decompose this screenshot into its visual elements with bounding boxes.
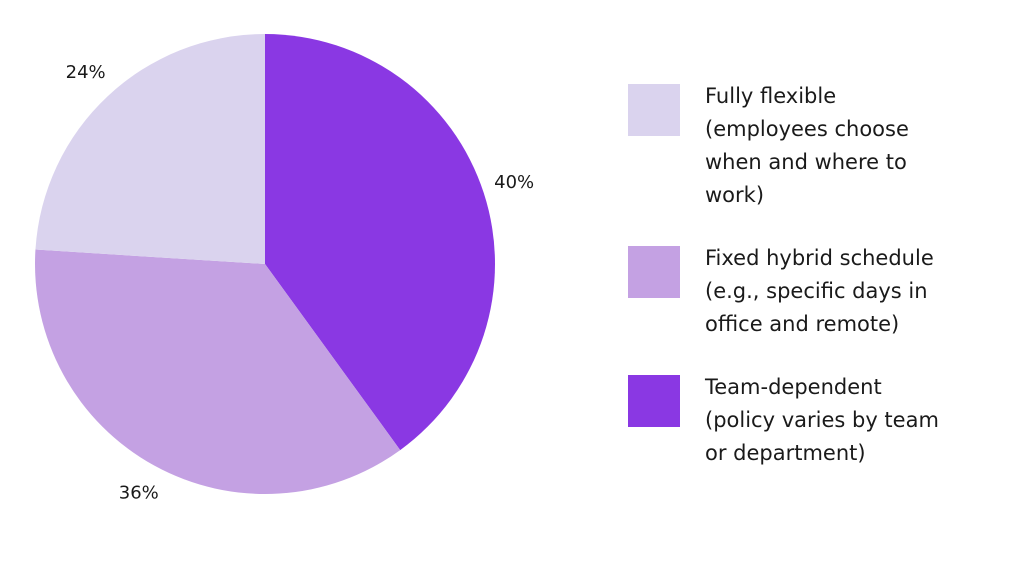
- pie-slice-3: [35, 34, 265, 264]
- legend: Fully flexible (employees choose when an…: [628, 80, 1008, 500]
- slice-value-label: 36%: [119, 483, 159, 504]
- legend-swatch: [628, 84, 680, 136]
- pie-chart: 40% 36% 24%: [34, 34, 534, 504]
- legend-swatch: [628, 375, 680, 427]
- pie-slice-1: [265, 34, 495, 451]
- legend-item-fixed-hybrid: Fixed hybrid schedule (e.g., specific da…: [628, 242, 1008, 341]
- pie-slice-2: [34, 249, 401, 494]
- legend-label: Fixed hybrid schedule (e.g., specific da…: [705, 246, 934, 336]
- legend-swatch: [628, 246, 680, 298]
- legend-label: Team-dependent (policy varies by team or…: [705, 375, 939, 465]
- legend-item-team-dependent: Team-dependent (policy varies by team or…: [628, 371, 1008, 470]
- slice-value-label: 40%: [494, 172, 534, 193]
- slice-value-label: 24%: [66, 62, 106, 83]
- legend-item-fully-flexible: Fully flexible (employees choose when an…: [628, 80, 1008, 212]
- legend-label: Fully flexible (employees choose when an…: [705, 84, 909, 207]
